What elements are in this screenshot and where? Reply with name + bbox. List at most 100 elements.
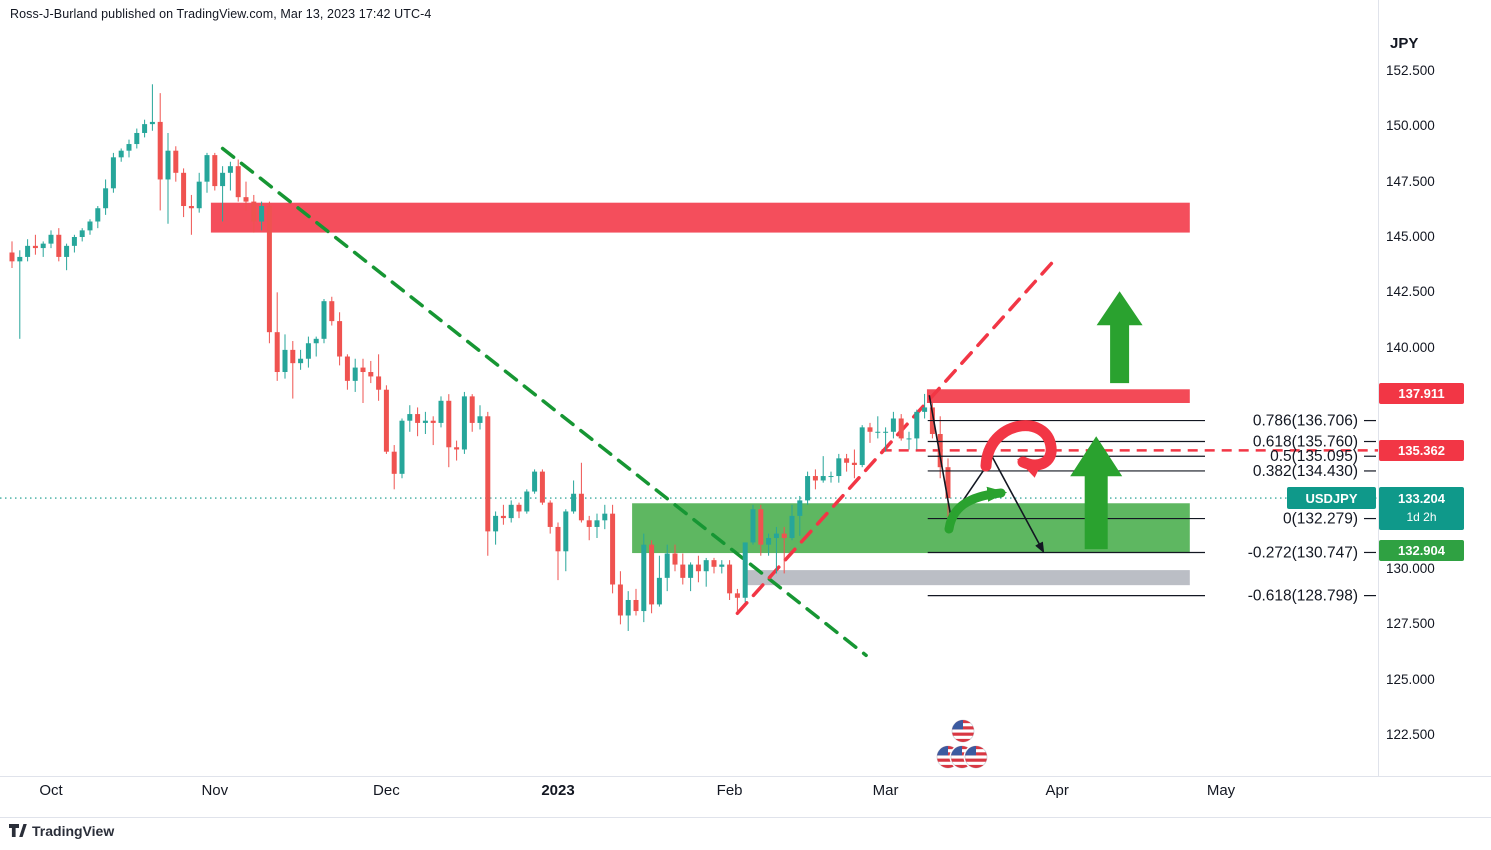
candle xyxy=(204,155,210,182)
candle xyxy=(711,560,717,567)
candle xyxy=(773,533,779,539)
candle xyxy=(126,144,132,151)
candle xyxy=(750,509,756,543)
candle xyxy=(493,515,499,532)
candle xyxy=(383,389,389,452)
candle xyxy=(719,564,725,567)
fib-level-label: 0.382(134.430) xyxy=(1253,463,1358,480)
candle xyxy=(727,564,733,594)
time-axis-separator xyxy=(0,776,1491,777)
publisher-credit: Ross-J-Burland published on TradingView.… xyxy=(10,7,432,21)
gray-zone[interactable] xyxy=(745,570,1190,586)
candle xyxy=(797,500,803,516)
projected-price-path[interactable] xyxy=(928,395,1045,554)
candle xyxy=(274,332,280,373)
tradingview-logo[interactable]: TradingView xyxy=(8,822,114,839)
candle xyxy=(539,471,545,503)
candle xyxy=(844,458,850,463)
candle xyxy=(680,564,686,578)
candle xyxy=(789,515,795,539)
candle xyxy=(118,150,124,158)
candle xyxy=(446,400,452,448)
candle xyxy=(641,544,647,612)
bounce-arrow[interactable] xyxy=(944,486,1008,534)
candle xyxy=(220,172,226,187)
candle xyxy=(532,471,538,492)
candle xyxy=(828,476,834,478)
candle xyxy=(883,431,889,433)
candle xyxy=(142,124,148,133)
price-axis-label: 127.500 xyxy=(1386,616,1435,632)
candle xyxy=(243,197,249,202)
level-badge-135362: 135.362 xyxy=(1379,439,1464,461)
candle xyxy=(71,237,77,246)
supply-zone-137[interactable] xyxy=(926,389,1190,404)
bar-close-countdown: 1d 2h xyxy=(1406,510,1437,525)
candle xyxy=(438,400,444,423)
candle xyxy=(594,520,600,527)
candle xyxy=(610,513,616,585)
candle xyxy=(469,396,475,423)
candle xyxy=(898,418,904,439)
us-flag-icon[interactable] xyxy=(950,718,976,744)
candle xyxy=(477,416,483,423)
price-axis-separator xyxy=(1378,0,1379,777)
candle xyxy=(9,252,15,262)
time-axis-label: Oct xyxy=(39,782,63,799)
candle xyxy=(547,502,553,527)
fib-level-label: -0.618(128.798) xyxy=(1248,588,1358,605)
tradingview-logo-icon xyxy=(9,824,27,837)
candle xyxy=(672,553,678,565)
candle xyxy=(422,420,428,423)
candle xyxy=(32,245,38,249)
candle xyxy=(945,467,951,499)
candle xyxy=(149,121,155,125)
candle xyxy=(454,447,460,450)
price-axis-label: 147.500 xyxy=(1386,173,1435,189)
candle xyxy=(617,584,623,616)
bullish-arrow-lower[interactable] xyxy=(1070,436,1123,550)
candle xyxy=(805,476,811,501)
uptrend-line[interactable] xyxy=(735,259,1056,616)
level-badge-132904: 132.904 xyxy=(1379,540,1464,562)
candle xyxy=(56,234,62,257)
bullish-arrow-upper[interactable] xyxy=(1096,291,1143,384)
candle xyxy=(17,256,23,262)
candle xyxy=(40,243,46,249)
rejection-arrow[interactable] xyxy=(980,420,1057,478)
candle xyxy=(173,150,179,173)
time-axis-label: Nov xyxy=(201,782,229,799)
candle xyxy=(524,491,530,512)
candle xyxy=(937,433,943,468)
chart-area[interactable]: 0.786(136.706) 0.618(135.760) 0.5(135.095)… xyxy=(0,0,1378,776)
candle xyxy=(282,349,288,373)
candle xyxy=(664,553,670,578)
candle xyxy=(508,504,514,519)
candle xyxy=(555,526,561,552)
downtrend-line[interactable] xyxy=(220,146,868,658)
candle xyxy=(461,396,467,450)
us-flag-icon[interactable] xyxy=(963,744,989,770)
time-axis-label: May xyxy=(1206,782,1236,799)
candle xyxy=(329,301,335,322)
candle xyxy=(867,427,873,432)
candle xyxy=(649,544,655,605)
candle xyxy=(321,301,327,339)
resistance-zone[interactable] xyxy=(210,202,1190,233)
tradingview-logo-text: TradingView xyxy=(32,822,115,839)
fib-retracement[interactable]: 0.786(136.706) 0.618(135.760)0.5(135.095)… xyxy=(927,413,1376,605)
time-axis-label: Apr xyxy=(1045,782,1069,799)
candle xyxy=(914,411,920,439)
candle xyxy=(430,420,436,423)
price-axis-label: 122.500 xyxy=(1386,727,1435,742)
candle xyxy=(625,599,631,616)
candle xyxy=(360,367,366,373)
symbol-name-badge: USDJPY xyxy=(1287,487,1376,509)
candle xyxy=(157,121,163,180)
candle xyxy=(812,476,818,481)
candle xyxy=(227,166,233,173)
candle xyxy=(890,418,896,432)
candle xyxy=(25,245,31,257)
fib-level-label: 0.5(135.095) xyxy=(1270,448,1358,465)
